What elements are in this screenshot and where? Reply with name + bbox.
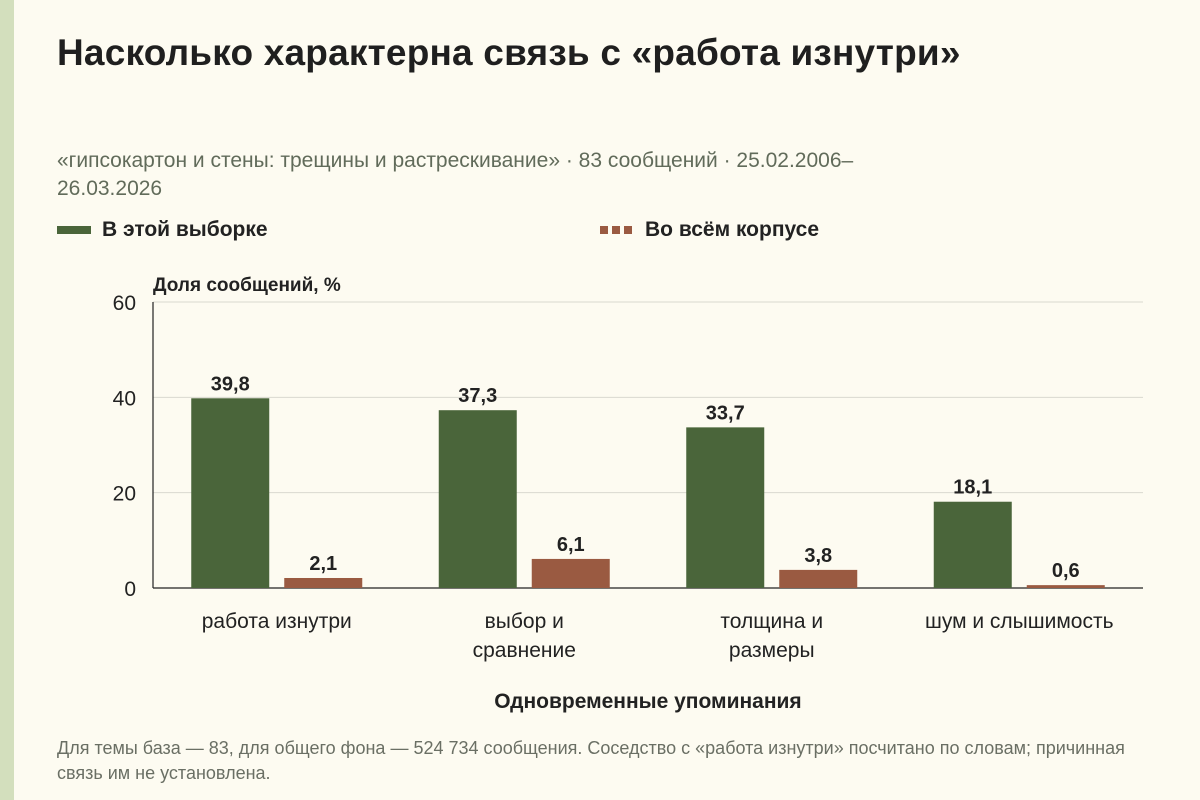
chart-title: Насколько характерна связь с «работа изн… bbox=[57, 32, 961, 73]
bar-corpus bbox=[284, 577, 363, 588]
y-axis-title: Доля сообщений, % bbox=[153, 275, 341, 296]
bar-corpus bbox=[531, 558, 610, 588]
chart-subtitle: «гипсокартон и стены: трещины и растреск… bbox=[57, 149, 854, 200]
data-label: 0,6 bbox=[1052, 560, 1080, 582]
x-tick-label: выбор и сравнение bbox=[473, 610, 576, 662]
y-tick-label: 20 bbox=[113, 483, 136, 506]
bar-sample bbox=[438, 410, 517, 588]
side-accent-stripe bbox=[0, 0, 14, 800]
x-tick-label: шум и слышимость bbox=[925, 610, 1114, 633]
data-label: 33,7 bbox=[706, 402, 745, 424]
data-label: 3,8 bbox=[804, 545, 832, 567]
data-label: 2,1 bbox=[309, 553, 337, 575]
x-tick-label: работа изнутри bbox=[202, 610, 352, 633]
bar-corpus bbox=[779, 569, 858, 588]
data-label: 39,8 bbox=[211, 373, 250, 395]
data-label: 6,1 bbox=[557, 534, 585, 556]
y-tick-label: 0 bbox=[124, 578, 136, 601]
x-axis-title: Одновременные упоминания bbox=[494, 690, 801, 713]
legend-item-sample: В этой выборке bbox=[57, 218, 268, 242]
y-tick-label: 40 bbox=[113, 387, 136, 410]
legend-label-sample: В этой выборке bbox=[102, 218, 268, 241]
y-tick-label: 60 bbox=[113, 292, 136, 315]
legend-item-corpus: Во всём корпусе bbox=[600, 218, 819, 242]
footnote: Для темы база — 83, для общего фона — 52… bbox=[57, 738, 1125, 783]
legend-swatch-corpus bbox=[600, 226, 634, 234]
data-label: 37,3 bbox=[458, 385, 497, 407]
legend-swatch-sample bbox=[57, 226, 91, 234]
bar-corpus bbox=[1026, 585, 1105, 588]
bar-sample bbox=[686, 427, 765, 588]
bar-sample bbox=[933, 501, 1012, 588]
x-tick-label: толщина и размеры bbox=[720, 610, 823, 662]
legend-label-corpus: Во всём корпусе bbox=[645, 218, 820, 241]
bar-sample bbox=[191, 398, 270, 588]
data-label: 18,1 bbox=[953, 477, 992, 499]
